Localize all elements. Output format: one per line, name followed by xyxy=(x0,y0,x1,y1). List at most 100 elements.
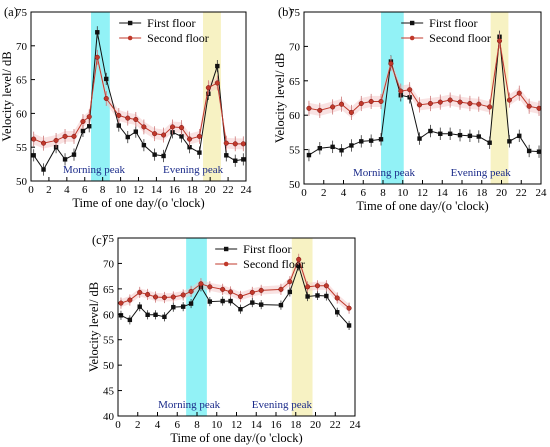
data-point xyxy=(62,133,68,139)
x-axis-label: Time of one day/(o 'clock) xyxy=(72,196,204,210)
plot-frame xyxy=(117,237,356,417)
x-axis-label: Time of one day/(o 'clock) xyxy=(170,431,302,445)
data-point xyxy=(31,153,36,158)
data-point xyxy=(358,100,364,107)
data-point xyxy=(438,131,443,136)
data-point xyxy=(153,312,158,317)
legend-marker xyxy=(409,20,415,26)
x-tick-label: 6 xyxy=(175,419,181,431)
data-point xyxy=(162,314,167,320)
peak-band xyxy=(186,238,207,416)
data-point xyxy=(170,294,176,300)
data-point xyxy=(133,129,139,134)
x-tick-label: 8 xyxy=(100,184,106,196)
data-point xyxy=(378,137,384,142)
data-point xyxy=(507,139,512,144)
data-point xyxy=(145,291,151,298)
data-point xyxy=(476,101,482,107)
data-point xyxy=(339,148,344,153)
data-point xyxy=(71,133,77,139)
data-point xyxy=(249,289,255,295)
y-tick-label: 60 xyxy=(16,108,28,120)
data-point xyxy=(127,317,133,323)
legend-label: First floor xyxy=(429,16,477,30)
data-point xyxy=(296,256,302,262)
legend-label: First floor xyxy=(243,242,291,256)
data-point xyxy=(104,76,109,82)
legend-label: Second floor xyxy=(243,257,305,271)
data-point xyxy=(317,146,322,151)
data-point xyxy=(215,63,220,69)
y-tick-label: 55 xyxy=(103,335,115,347)
data-point xyxy=(467,133,473,139)
y-tick-label: 65 xyxy=(289,76,301,88)
x-tick-label: 4 xyxy=(64,184,70,196)
x-tick-label: 14 xyxy=(151,184,163,196)
data-point xyxy=(241,157,246,162)
data-point xyxy=(314,283,321,289)
data-point xyxy=(315,293,320,298)
data-point xyxy=(118,300,124,306)
x-tick-label: 10 xyxy=(211,419,223,431)
y-tick-label: 50 xyxy=(103,360,115,372)
x-tick-label: 0 xyxy=(301,187,307,199)
data-point xyxy=(457,99,463,105)
data-point xyxy=(152,131,158,137)
panel-label: (a) xyxy=(4,5,18,19)
data-point xyxy=(80,118,86,125)
data-point xyxy=(152,152,157,157)
data-point xyxy=(278,286,284,292)
data-point xyxy=(368,98,374,104)
data-point xyxy=(161,294,167,301)
data-point xyxy=(71,152,77,157)
y-tick-label: 70 xyxy=(103,258,115,270)
legend-marker xyxy=(223,261,229,267)
x-tick-label: 16 xyxy=(169,184,181,196)
data-point xyxy=(536,149,542,154)
data-point xyxy=(349,143,354,148)
data-point xyxy=(359,139,364,144)
x-tick-label: 16 xyxy=(271,419,283,431)
data-point xyxy=(179,134,184,139)
data-point xyxy=(62,157,68,162)
y-tick-label: 40 xyxy=(103,411,115,423)
data-point xyxy=(180,304,186,309)
peak-band xyxy=(381,12,404,184)
data-point xyxy=(127,297,133,303)
data-point xyxy=(197,150,202,155)
x-tick-label: 0 xyxy=(28,184,34,196)
data-point xyxy=(296,263,301,269)
data-point xyxy=(278,302,284,308)
data-point xyxy=(207,299,213,304)
peak-band-label: Morning peak xyxy=(63,164,126,176)
peak-band-label: Evening peak xyxy=(163,164,224,176)
data-point xyxy=(145,312,150,317)
data-point xyxy=(338,101,345,107)
data-point xyxy=(137,304,142,309)
data-point xyxy=(330,144,335,150)
y-tick-label: 65 xyxy=(103,284,115,296)
data-point xyxy=(53,137,59,143)
data-point xyxy=(224,153,229,158)
peak-band xyxy=(490,12,509,184)
data-point xyxy=(317,107,323,113)
x-tick-label: 8 xyxy=(194,419,200,431)
y-tick-label: 65 xyxy=(16,75,28,87)
data-point xyxy=(214,80,220,86)
peak-band-label: Morning peak xyxy=(158,399,221,411)
x-tick-label: 22 xyxy=(516,187,527,199)
x-tick-label: 18 xyxy=(187,184,199,196)
data-point xyxy=(228,289,234,295)
data-point xyxy=(407,87,413,93)
data-point xyxy=(133,116,139,123)
data-point xyxy=(187,145,192,150)
data-point xyxy=(161,153,166,159)
data-point xyxy=(517,133,522,139)
data-point xyxy=(258,302,264,307)
data-point xyxy=(237,293,243,300)
data-point xyxy=(232,141,238,147)
data-point xyxy=(94,54,100,60)
data-point xyxy=(334,295,340,301)
